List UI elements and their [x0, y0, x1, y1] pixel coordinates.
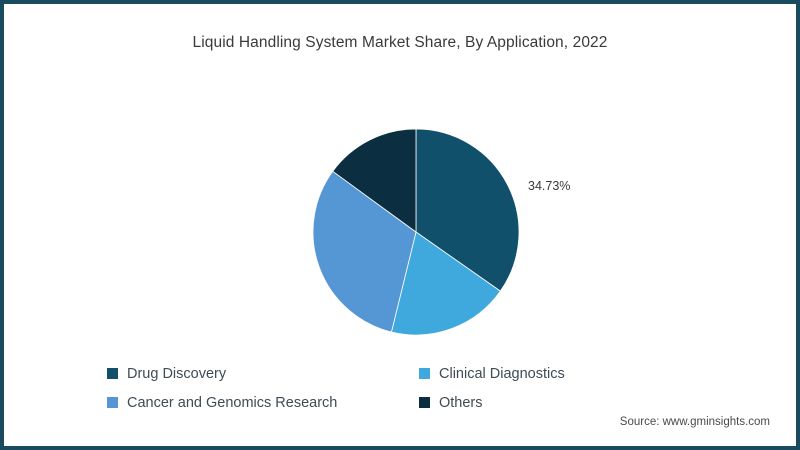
legend-swatch-icon	[107, 397, 118, 408]
legend-swatch-icon	[419, 397, 430, 408]
legend-item-label: Cancer and Genomics Research	[127, 394, 338, 411]
pie-slice[interactable]	[332, 128, 417, 233]
pie-svg	[312, 128, 520, 336]
legend-item-label: Others	[439, 394, 483, 411]
pie-chart	[312, 128, 520, 336]
legend-swatch-icon	[107, 368, 118, 379]
legend-item-cancer-and-genomics-research[interactable]: Cancer and Genomics Research	[107, 395, 419, 411]
legend-item-drug-discovery[interactable]: Drug Discovery	[107, 366, 419, 382]
legend-item-label: Drug Discovery	[127, 365, 227, 382]
pie-slice[interactable]	[312, 170, 417, 333]
legend-item-others[interactable]: Others	[419, 395, 607, 411]
legend-swatch-icon	[419, 368, 430, 379]
pie-slice[interactable]	[390, 231, 501, 336]
source-note: Source: www.gminsights.com	[619, 416, 770, 428]
chart-title: Liquid Handling System Market Share, By …	[192, 34, 608, 51]
pie-slice[interactable]	[415, 128, 520, 292]
chart-legend: Drug Discovery Clinical Diagnostics Canc…	[107, 359, 607, 417]
pie-slice-group	[312, 128, 520, 336]
legend-item-clinical-diagnostics[interactable]: Clinical Diagnostics	[419, 366, 607, 382]
pie-slice-label-drug-discovery: 34.73%	[528, 179, 571, 193]
legend-item-label: Clinical Diagnostics	[439, 365, 565, 382]
